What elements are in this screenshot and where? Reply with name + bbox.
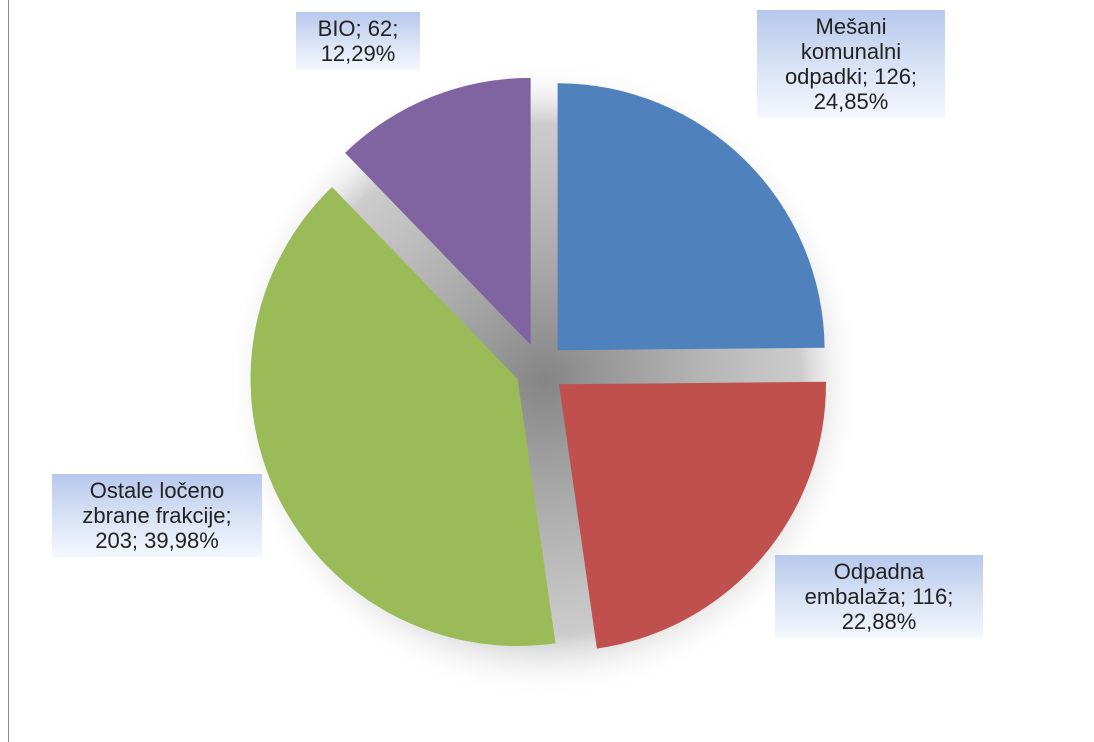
data-label: Ostale ločeno zbrane frakcije; 203; 39,9…: [52, 474, 262, 557]
data-label: Mešani komunalni odpadki; 126; 24,85%: [757, 10, 945, 118]
data-label: Odpadna embalaža; 116; 22,88%: [775, 555, 983, 638]
pie-slice: [250, 187, 556, 646]
data-label: BIO; 62; 12,29%: [296, 12, 420, 70]
pie-slice: [558, 381, 826, 649]
frame-border: [8, 0, 9, 742]
pie-slice: [557, 83, 825, 351]
pie-slice: [345, 77, 531, 345]
